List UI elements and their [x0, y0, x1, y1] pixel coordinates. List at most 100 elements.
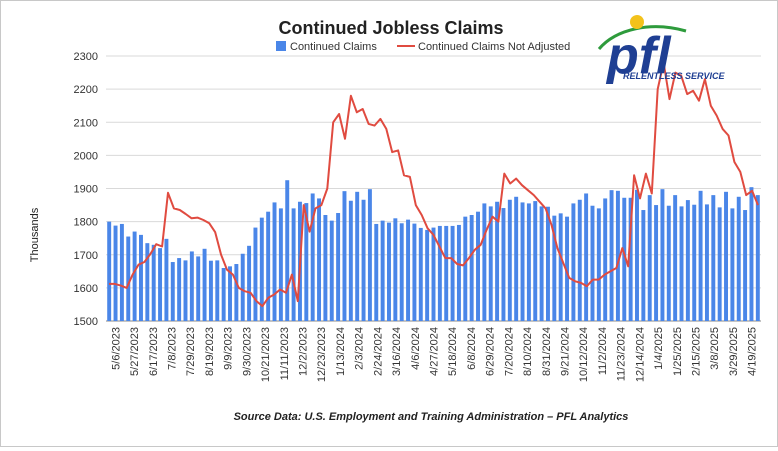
bar: [317, 198, 322, 321]
x-tick-label: 1/25/2025: [672, 327, 684, 376]
x-tick-label: 3/29/2025: [728, 327, 740, 376]
bar: [285, 180, 290, 321]
bar: [215, 260, 220, 321]
bar: [278, 208, 283, 321]
y-axis-ticks: 1500 1600 1700 1800 1900 2000 2100 2200 2300: [74, 51, 98, 328]
legend: Continued Claims Continued Claims Not Ad…: [276, 41, 570, 53]
bar: [164, 238, 169, 321]
bar: [132, 231, 137, 321]
bar: [647, 195, 652, 321]
bar: [590, 205, 595, 321]
bar: [476, 211, 480, 321]
bar: [374, 223, 379, 321]
bar: [329, 220, 334, 321]
bar: [145, 243, 150, 321]
bar: [208, 260, 213, 321]
x-axis-ticks: 5/6/2023 5/27/2023 6/17/2023 7/8/2023 7/29/2…: [110, 327, 758, 382]
y-tick-label: 2300: [74, 51, 98, 63]
bar: [673, 195, 678, 321]
bar: [228, 266, 232, 321]
bar: [189, 251, 194, 321]
bar: [310, 193, 315, 321]
bar: [584, 193, 589, 321]
x-tick-label: 2/3/2024: [354, 327, 366, 370]
bar: [119, 223, 124, 321]
bar: [558, 213, 563, 321]
bar: [565, 216, 570, 321]
chart-title: Continued Jobless Claims: [278, 18, 503, 38]
bar: [234, 264, 239, 321]
x-tick-label: 1/4/2025: [653, 327, 665, 370]
x-tick-label: 9/30/2023: [241, 327, 253, 376]
bar: [450, 225, 455, 321]
bar: [545, 206, 550, 321]
bar: [348, 200, 353, 321]
bar: [126, 236, 131, 321]
bar: [641, 210, 646, 321]
bar: [107, 221, 112, 321]
bar: [259, 217, 264, 321]
x-tick-label: 4/19/2025: [747, 327, 759, 376]
bar: [387, 222, 391, 321]
bar: [196, 256, 201, 321]
bar: [571, 203, 576, 321]
bar: [488, 206, 493, 321]
y-tick-label: 1500: [74, 316, 98, 328]
bar: [635, 189, 639, 321]
bar: [380, 220, 385, 321]
bar: [177, 258, 182, 321]
bar: [679, 206, 684, 321]
bar: [304, 203, 309, 321]
x-tick-label: 2/24/2024: [372, 327, 384, 376]
bar: [406, 219, 411, 321]
bar-series: [107, 180, 760, 321]
bar: [183, 260, 188, 321]
x-tick-label: 7/20/2024: [503, 327, 515, 376]
bar: [743, 210, 748, 321]
bar: [539, 206, 544, 321]
y-tick-label: 1600: [74, 283, 98, 295]
x-tick-label: 6/17/2023: [148, 327, 160, 376]
x-tick-label: 9/21/2024: [560, 327, 572, 376]
bar: [495, 201, 500, 321]
x-tick-label: 11/23/2024: [616, 327, 628, 381]
x-tick-label: 3/8/2025: [709, 327, 721, 370]
y-tick-label: 2100: [74, 117, 98, 129]
legend-label-not-adjusted: Continued Claims Not Adjusted: [418, 41, 570, 53]
bar: [139, 234, 143, 321]
x-tick-label: 7/8/2023: [167, 327, 179, 370]
bar: [444, 225, 449, 321]
bar: [113, 225, 118, 321]
x-tick-label: 2/15/2025: [691, 327, 703, 376]
bar: [526, 203, 531, 321]
bar: [615, 190, 620, 321]
bar: [367, 189, 372, 321]
bar: [736, 196, 741, 321]
bar: [247, 245, 252, 321]
pfl-logo: pfl RELENTLESS SERVICE: [597, 15, 726, 85]
bar: [266, 211, 271, 321]
bar: [151, 244, 156, 321]
legend-swatch-continued-claims: [276, 41, 286, 51]
y-tick-label: 1900: [74, 184, 98, 196]
x-tick-label: 5/6/2023: [110, 327, 122, 370]
x-tick-label: 10/21/2023: [260, 327, 272, 382]
bar: [717, 207, 722, 321]
y-tick-label: 2000: [74, 150, 98, 162]
bar: [749, 187, 754, 321]
bar: [577, 199, 582, 321]
bar: [323, 215, 328, 321]
y-axis-label: Thousands: [29, 207, 41, 262]
bar: [603, 198, 608, 321]
logo-sun: [630, 15, 644, 29]
x-tick-label: 9/9/2023: [223, 327, 235, 370]
bar: [609, 190, 614, 321]
bar: [355, 191, 360, 321]
x-tick-label: 3/16/2024: [391, 327, 403, 376]
x-tick-label: 1/13/2024: [335, 327, 347, 376]
x-tick-label: 11/11/2023: [279, 327, 291, 380]
x-tick-label: 12/14/2024: [634, 327, 646, 382]
bar: [628, 197, 633, 321]
